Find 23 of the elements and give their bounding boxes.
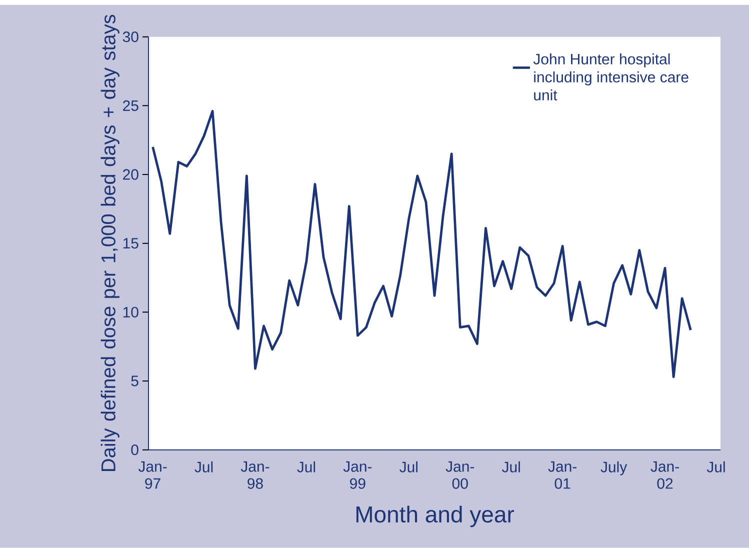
x-tick-label: Jul bbox=[706, 461, 725, 472]
x-tick-label: Jan-99 bbox=[343, 461, 372, 489]
x-tick-label: Jan-02 bbox=[650, 461, 679, 489]
x-tick-label: Jan-01 bbox=[548, 461, 576, 489]
y-tick-label: 15 bbox=[123, 238, 138, 249]
x-tick-label: Jul bbox=[400, 461, 418, 472]
x-tick-label: Jan-98 bbox=[240, 461, 270, 489]
y-tick-label: 5 bbox=[131, 376, 138, 386]
x-tick-label: Jan-00 bbox=[446, 461, 474, 489]
x-tick-label: Jan-97 bbox=[138, 461, 167, 489]
y-tick-label: 10 bbox=[123, 306, 138, 318]
y-axis-title: Daily defined dose per 1,000 bed days + day stays bbox=[100, 14, 120, 472]
y-tick-label: 25 bbox=[123, 100, 138, 112]
x-axis-title: Month and year bbox=[356, 506, 514, 528]
legend-label: John Hunter hospital including intensive care unit bbox=[533, 54, 688, 101]
x-tick-label: Jul bbox=[297, 461, 316, 472]
y-tick-label: 30 bbox=[122, 32, 138, 42]
y-tick-label: 20 bbox=[123, 169, 138, 180]
x-tick-label: Jul bbox=[502, 461, 520, 472]
x-tick-label: July bbox=[600, 461, 628, 476]
x-tick-label: Jul bbox=[194, 461, 213, 472]
y-tick-label: 0 bbox=[131, 444, 138, 456]
line-series bbox=[152, 110, 692, 378]
